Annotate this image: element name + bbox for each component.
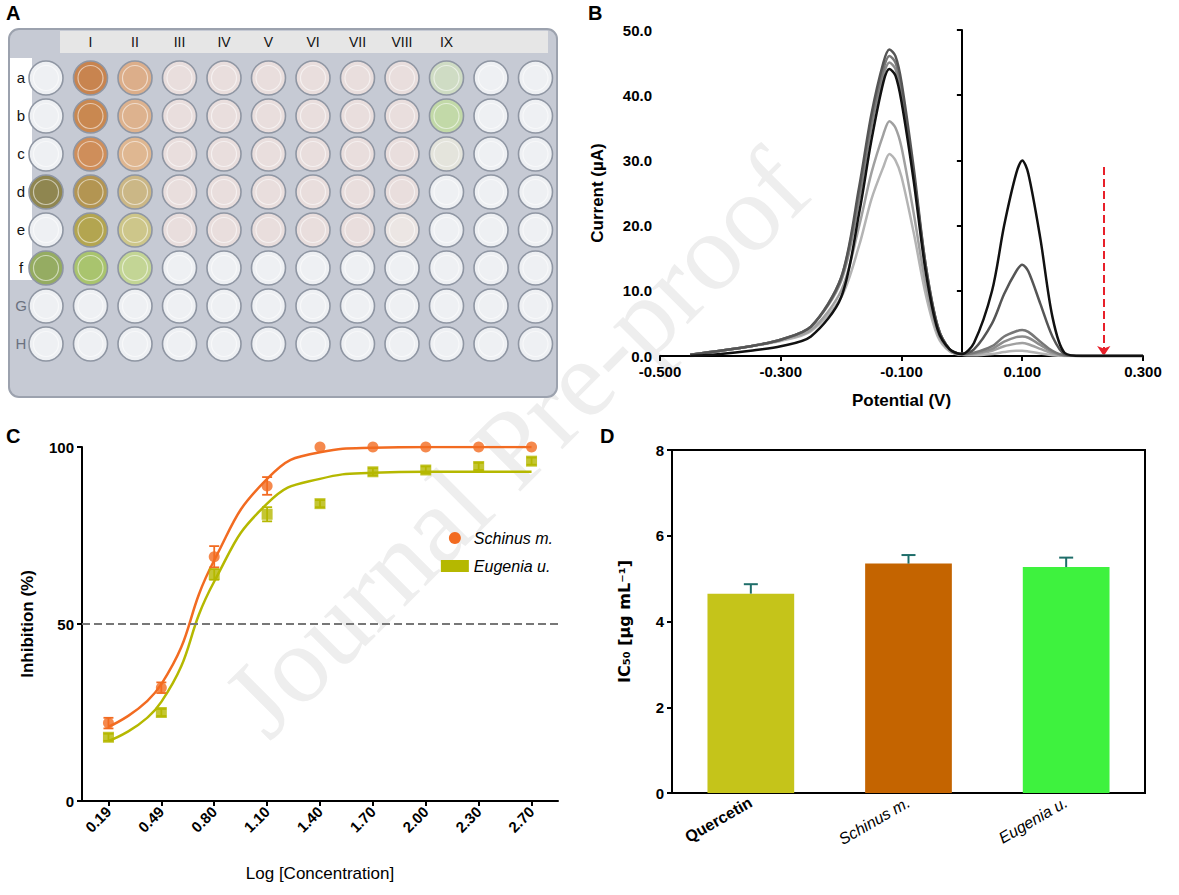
svg-text:2: 2: [656, 699, 664, 716]
svg-text:1.10: 1.10: [240, 803, 273, 836]
svg-text:IC₅₀ [µg mL⁻¹]: IC₅₀ [µg mL⁻¹]: [615, 560, 634, 683]
svg-text:Potential (V): Potential (V): [852, 391, 951, 410]
svg-text:8: 8: [656, 442, 664, 459]
svg-text:IX: IX: [440, 34, 454, 50]
svg-text:Schinus m.: Schinus m.: [474, 530, 553, 547]
svg-text:VIII: VIII: [391, 34, 412, 50]
svg-text:VI: VI: [306, 34, 319, 50]
svg-text:I: I: [89, 34, 93, 50]
svg-text:III: III: [174, 34, 186, 50]
svg-text:0.49: 0.49: [135, 803, 168, 836]
svg-text:2.30: 2.30: [452, 803, 485, 836]
svg-text:H: H: [16, 335, 27, 352]
svg-text:50.0: 50.0: [623, 22, 652, 39]
svg-text:II: II: [131, 34, 139, 50]
svg-text:Eugenia u.: Eugenia u.: [996, 794, 1071, 847]
svg-text:10.0: 10.0: [623, 282, 652, 299]
svg-text:100: 100: [49, 439, 74, 456]
svg-text:VII: VII: [349, 34, 366, 50]
svg-text:f: f: [19, 259, 24, 276]
svg-text:40.0: 40.0: [623, 87, 652, 104]
svg-text:2.00: 2.00: [399, 803, 432, 836]
svg-text:0.100: 0.100: [1003, 363, 1041, 380]
svg-text:c: c: [17, 145, 25, 162]
svg-text:0.80: 0.80: [188, 803, 221, 836]
svg-text:b: b: [17, 107, 25, 124]
svg-text:a: a: [17, 69, 26, 86]
svg-text:1.40: 1.40: [293, 803, 326, 836]
svg-text:0: 0: [66, 793, 74, 810]
svg-text:G: G: [15, 297, 27, 314]
svg-text:e: e: [17, 221, 25, 238]
svg-text:50: 50: [57, 616, 74, 633]
svg-text:20.0: 20.0: [623, 217, 652, 234]
svg-text:-0.300: -0.300: [759, 363, 802, 380]
svg-text:2.70: 2.70: [505, 803, 538, 836]
svg-text:Quercetin: Quercetin: [682, 794, 755, 846]
svg-text:Inhibition (%): Inhibition (%): [18, 570, 37, 678]
svg-text:Log [Concentration]: Log [Concentration]: [246, 864, 394, 883]
svg-text:0: 0: [656, 785, 664, 802]
svg-text:0.300: 0.300: [1124, 363, 1162, 380]
svg-text:Schinus m.: Schinus m.: [836, 794, 913, 848]
svg-text:Current (µA): Current (µA): [588, 143, 607, 243]
svg-text:4: 4: [656, 613, 665, 630]
svg-text:-0.100: -0.100: [880, 363, 923, 380]
svg-text:-0.500: -0.500: [639, 363, 682, 380]
svg-text:V: V: [264, 34, 274, 50]
svg-text:1.70: 1.70: [346, 803, 379, 836]
svg-text:0.19: 0.19: [82, 803, 115, 836]
svg-text:30.0: 30.0: [623, 152, 652, 169]
svg-text:IV: IV: [217, 34, 231, 50]
svg-text:Eugenia u.: Eugenia u.: [474, 558, 551, 575]
svg-text:0.0: 0.0: [631, 348, 652, 365]
svg-text:d: d: [17, 183, 25, 200]
svg-text:6: 6: [656, 527, 664, 544]
